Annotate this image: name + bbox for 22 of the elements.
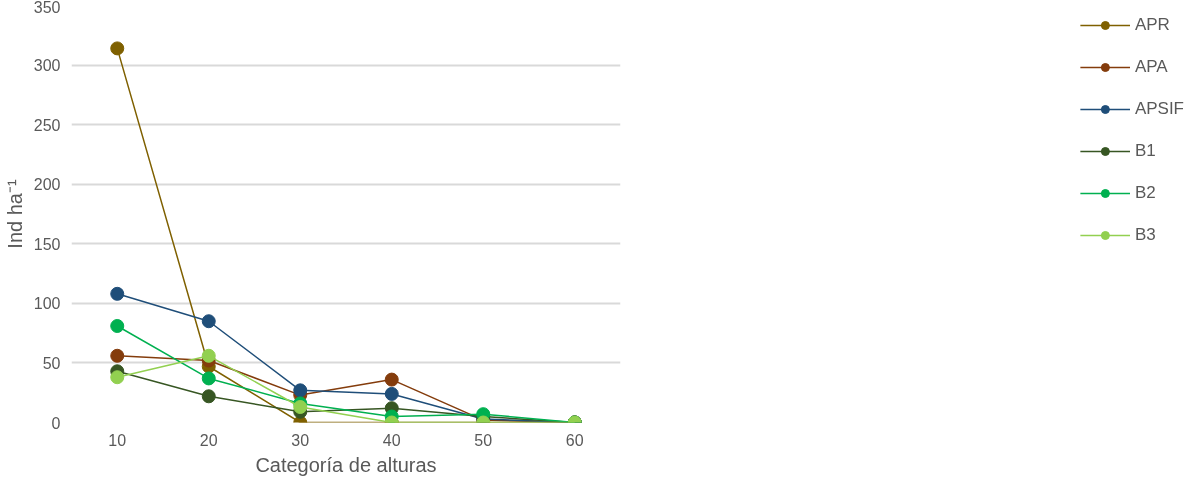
y-tick-label: 350 [33, 0, 61, 16]
y-tick-label: 250 [33, 116, 61, 134]
legend-label: B2 [1134, 183, 1156, 203]
y-tick-label: 50 [42, 354, 61, 372]
x-tick-label: 10 [108, 431, 127, 449]
x-tick-label: 20 [199, 431, 218, 449]
x-tick-label: 30 [291, 431, 310, 449]
y-axis-title: Ind ha⁻¹ [3, 179, 26, 249]
legend-label: B1 [1134, 141, 1156, 161]
x-tick-label: 60 [565, 431, 584, 449]
y-tick-label: 200 [33, 176, 61, 194]
x-tick-label: 40 [382, 431, 401, 449]
x-tick-label: 50 [474, 431, 493, 449]
y-tick-label: 150 [33, 235, 61, 253]
legend-label: APR [1134, 15, 1170, 35]
legend-label: B3 [1134, 225, 1156, 245]
legend-label: APSIF [1134, 99, 1184, 119]
y-tick-label: 100 [33, 295, 61, 313]
legend-label: APA [1134, 57, 1168, 77]
y-tick-label: 0 [51, 414, 61, 432]
y-tick-label: 300 [33, 57, 61, 75]
x-axis-title: Categoría de alturas [255, 453, 437, 476]
